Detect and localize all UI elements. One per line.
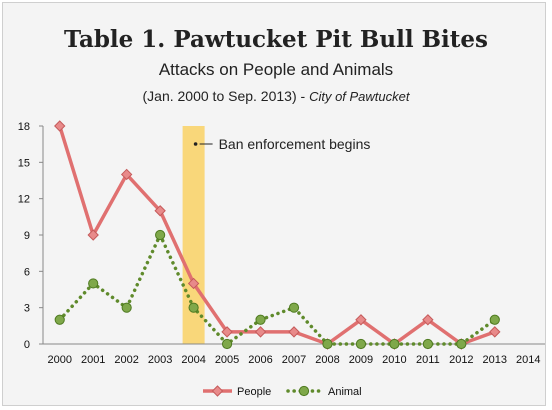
people-data-point [288, 326, 300, 338]
animal-data-point [188, 302, 199, 313]
annotation-marker [193, 142, 198, 146]
date-range-text: (Jan. 2000 to Sep. 2013) - [142, 88, 310, 104]
people-data-point [120, 168, 133, 181]
people-data-point [221, 326, 233, 338]
legend-people-label: People [237, 386, 271, 398]
people-data-point [54, 120, 66, 132]
people-data-point [355, 314, 367, 326]
animal-data-point [489, 314, 500, 325]
chart-subtitle: Attacks on People and Animals [158, 60, 394, 79]
x-tick-label: 2001 [81, 354, 105, 366]
x-tick-label: 2000 [47, 354, 71, 366]
animal-data-point [88, 278, 99, 289]
people-data-point [87, 229, 99, 241]
x-tick-label: 2005 [215, 354, 239, 366]
people-data-point [154, 205, 166, 217]
x-tick-label: 2007 [282, 354, 306, 366]
y-tick-label: 6 [24, 266, 30, 278]
y-tick-label: 0 [24, 339, 30, 351]
animal-data-point [221, 338, 233, 350]
animal-data-point [389, 338, 400, 350]
x-tick-label: 2011 [416, 354, 440, 366]
animal-data-point [288, 302, 300, 313]
animal-data-point [456, 338, 467, 350]
animal-data-point [54, 314, 65, 325]
x-tick-label: 2002 [114, 354, 138, 366]
y-tick-label: 9 [24, 230, 30, 242]
source-text: City of Pawtucket [309, 89, 410, 104]
people-series-line [58, 125, 496, 346]
x-tick-label: 2010 [382, 354, 406, 366]
y-tick-label: 3 [24, 303, 30, 315]
legend-animal-marker [298, 385, 310, 397]
x-tick-label: 2009 [349, 354, 373, 366]
animal-data-point [255, 314, 266, 325]
people-data-point [187, 277, 200, 290]
legend-animal-label: Animal [328, 386, 362, 398]
y-tick-label: 15 [18, 157, 30, 169]
x-tick-label: 2014 [516, 354, 540, 366]
y-tick-label: 12 [18, 194, 30, 206]
animal-data-point [355, 338, 367, 350]
x-tick-label: 2008 [315, 354, 339, 366]
people-data-point [422, 314, 434, 326]
y-tick-label: 18 [18, 121, 30, 133]
x-tick-label: 2003 [148, 354, 172, 366]
chart-title: Table 1. Pawtucket Pit Bull Bites [64, 26, 488, 53]
chart-date-range: (Jan. 2000 to Sep. 2013) - City of Pawtu… [0, 88, 552, 104]
x-tick-label: 2012 [449, 354, 473, 366]
animal-data-point [155, 229, 166, 241]
people-data-point [254, 326, 267, 338]
x-tick-label: 2013 [483, 354, 507, 366]
x-tick-label: 2004 [181, 354, 205, 366]
annotation-text: Ban enforcement begins [219, 136, 371, 152]
x-tick-label: 2006 [248, 354, 272, 366]
animal-data-point [121, 302, 132, 313]
animal-data-point [422, 338, 433, 350]
animal-series-line [57, 230, 497, 347]
legend-people-marker [211, 385, 224, 397]
animal-data-point [322, 338, 333, 350]
people-data-point [489, 326, 501, 338]
